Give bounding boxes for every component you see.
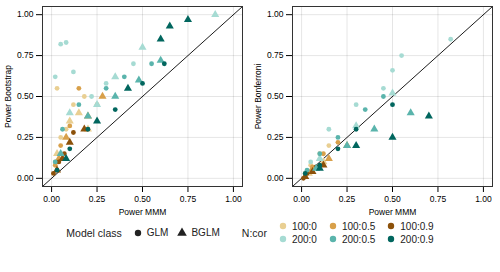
svg-text:1.00: 1.00 bbox=[267, 9, 284, 19]
html-text:200:0.9: 200:0.9 bbox=[400, 233, 434, 245]
svg-text:0.00: 0.00 bbox=[293, 194, 310, 204]
svg-text:0.00: 0.00 bbox=[267, 173, 284, 183]
svg-text:Power Bootstrap: Power Bootstrap bbox=[3, 65, 13, 128]
svg-text:0.25: 0.25 bbox=[89, 194, 106, 204]
svg-text:0.00: 0.00 bbox=[17, 173, 34, 183]
html-text:GLM: GLM bbox=[146, 227, 169, 238]
html-text:Model class: Model class bbox=[66, 226, 122, 239]
svg-text:1.00: 1.00 bbox=[17, 9, 34, 19]
html-text:100:0.5: 100:0.5 bbox=[341, 220, 376, 232]
svg-text:0.75: 0.75 bbox=[267, 50, 284, 60]
svg-text:Power MMM: Power MMM bbox=[369, 207, 417, 217]
svg-text:1.00: 1.00 bbox=[475, 194, 492, 204]
svg-text:0.25: 0.25 bbox=[267, 132, 284, 142]
svg-text:0.25: 0.25 bbox=[339, 194, 356, 204]
html-text:N:cor: N:cor bbox=[241, 226, 267, 239]
svg-text:0.00: 0.00 bbox=[43, 194, 60, 204]
svg-text:0.50: 0.50 bbox=[267, 91, 284, 101]
svg-text:Power Bonferroni: Power Bonferroni bbox=[253, 64, 263, 130]
svg-text:0.75: 0.75 bbox=[430, 194, 447, 204]
html-text:200:0.5: 200:0.5 bbox=[341, 233, 376, 245]
svg-text:0.50: 0.50 bbox=[134, 194, 151, 204]
html-text:BGLM: BGLM bbox=[191, 227, 220, 238]
html-text:200:0: 200:0 bbox=[291, 233, 317, 245]
svg-text:1.00: 1.00 bbox=[225, 194, 242, 204]
html-text:100:0: 100:0 bbox=[291, 220, 317, 232]
svg-text:Power MMM: Power MMM bbox=[119, 207, 167, 217]
html-text:100:0.9: 100:0.9 bbox=[400, 220, 434, 232]
svg-text:0.75: 0.75 bbox=[180, 194, 197, 204]
svg-text:0.75: 0.75 bbox=[17, 50, 34, 60]
svg-text:0.50: 0.50 bbox=[17, 91, 34, 101]
svg-text:0.50: 0.50 bbox=[384, 194, 401, 204]
svg-text:0.25: 0.25 bbox=[17, 132, 34, 142]
